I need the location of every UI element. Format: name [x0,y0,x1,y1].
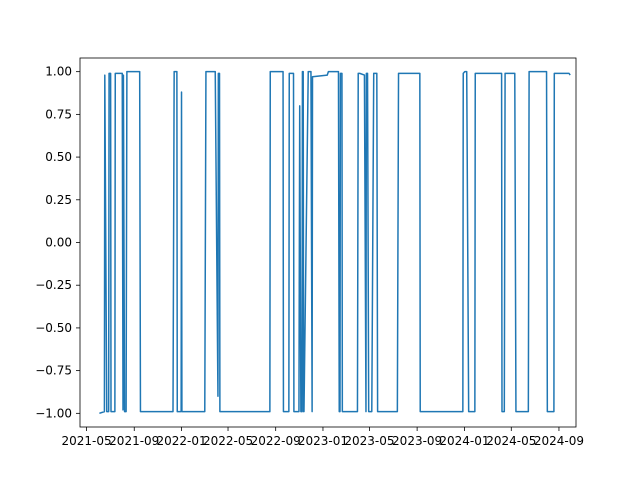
y-tick-label: −0.25 [35,278,72,292]
axes-frame [79,57,577,428]
x-tick-label: 2022-01 [156,434,206,448]
y-tick-label: 0.50 [45,150,72,164]
x-tick-label: 2022-09 [251,434,301,448]
x-tick-label: 2024-05 [486,434,536,448]
y-tick-label: 0.75 [45,107,72,121]
y-tick-label: −0.75 [35,364,72,378]
x-tick-label: 2023-09 [392,434,442,448]
x-tick-label: 2024-01 [439,434,489,448]
series-line [99,70,571,415]
plot-area [99,70,571,415]
y-tick-label: −0.50 [35,321,72,335]
x-tick-label: 2021-05 [62,434,112,448]
y-tick-label: 0.00 [45,236,72,250]
x-tick-label: 2022-05 [203,434,253,448]
x-tick-label: 2023-01 [298,434,348,448]
x-tick-label: 2021-09 [109,434,159,448]
y-axis: 1.00 0.75 0.50 0.25 0.00 −0.25 −0.50 −0.75 −1.00 [35,65,80,420]
y-tick-label: 1.00 [45,65,72,79]
y-tick-label: 0.25 [45,193,72,207]
x-axis: 2021-052021-092022-012022-052022-092023-… [62,427,584,448]
y-tick-label: −1.00 [35,406,72,420]
x-tick-label: 2023-05 [344,434,394,448]
x-tick-label: 2024-09 [534,434,584,448]
